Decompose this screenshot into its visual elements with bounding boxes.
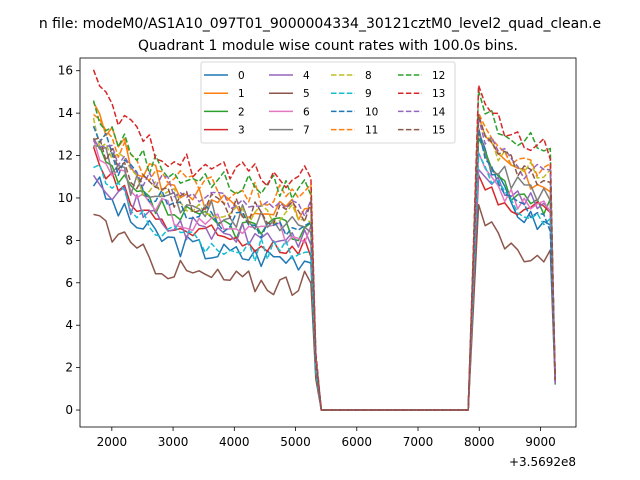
series-line-2 [93,137,556,411]
y-tick-label: 12 [58,149,73,163]
legend-label-14: 14 [432,106,446,118]
legend-label-6: 6 [303,106,310,118]
series-line-15 [93,114,556,411]
x-axis: 2000 3000 4000 5000 6000 7000 8000 9000 [97,427,556,449]
series-line-3 [92,146,556,411]
series-line-6 [92,138,556,411]
y-tick-label: 16 [58,64,73,78]
y-tick-label: 10 [58,191,73,205]
series-line-1 [92,101,556,411]
y-tick-label: 6 [65,276,73,290]
legend-frame [200,61,456,144]
x-tick-label: 4000 [219,435,250,449]
legend-label-12: 12 [432,70,445,82]
x-offset-label: +3.5692e8 [509,455,576,469]
plot-frame [79,57,577,428]
series-line-5 [93,203,556,411]
legend-label-10: 10 [365,106,378,118]
x-tick-label: 7000 [403,435,434,449]
y-tick-label: 8 [65,233,73,247]
legend-label-9: 9 [365,88,372,100]
y-tick-label: 14 [58,106,73,120]
legend-label-15: 15 [432,125,445,137]
y-tick-label: 2 [65,361,73,375]
x-tick-label: 6000 [342,435,373,449]
legend-label-1: 1 [238,88,245,100]
figure-suptitle: n file: modeM0/AS1A10_097T01_9000004334_… [39,16,601,32]
x-tick-label: 2000 [97,435,128,449]
series-line-0 [92,130,556,411]
legend-label-13: 13 [432,88,445,100]
legend-label-8: 8 [365,70,372,82]
y-tick-label: 0 [65,403,73,417]
legend-label-11: 11 [365,125,378,137]
y-axis: 0 2 4 6 8 10 12 14 16 [58,64,80,417]
legend-label-4: 4 [303,70,310,82]
legend-label-3: 3 [238,125,245,137]
legend-label-5: 5 [303,88,310,100]
chart-title: Quadrant 1 module wise count rates with … [138,38,518,54]
y-tick-label: 4 [65,318,73,332]
x-tick-label: 8000 [464,435,495,449]
legend-label-0: 0 [238,70,245,82]
legend-label-2: 2 [238,106,245,118]
x-tick-label: 5000 [280,435,311,449]
series-line-8 [92,115,556,411]
series-line-12 [92,89,556,411]
legend-label-7: 7 [303,125,310,137]
series-line-10 [92,125,556,411]
series-line-9 [93,152,556,411]
x-tick-label: 9000 [525,435,556,449]
x-tick-label: 3000 [158,435,189,449]
series-layer [92,69,556,411]
series-line-13 [92,69,556,411]
